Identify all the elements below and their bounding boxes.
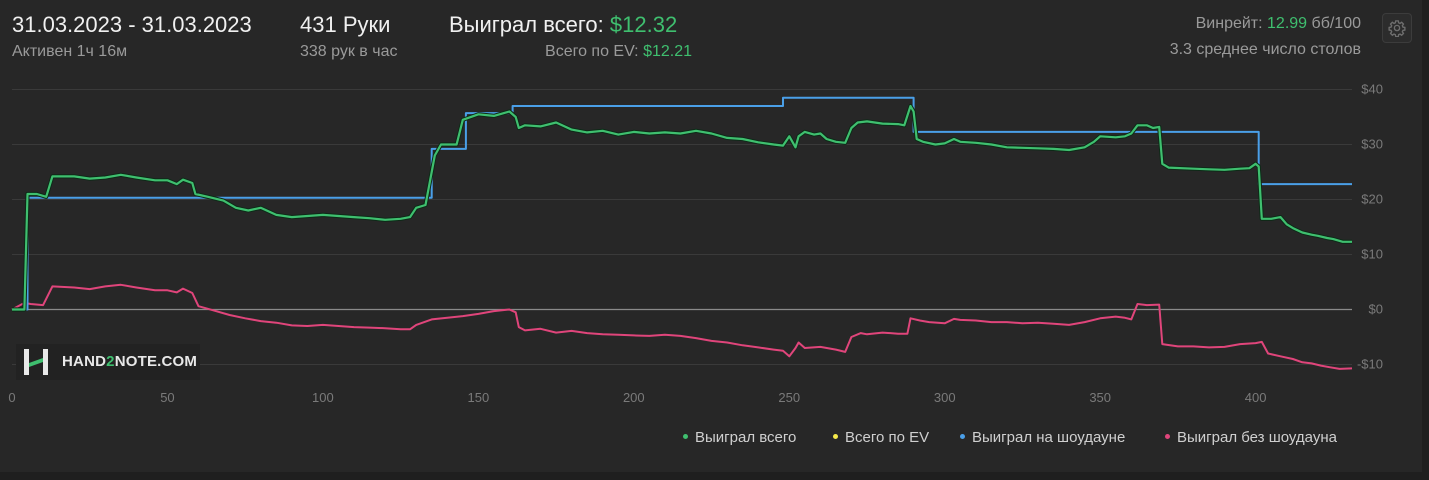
stats-panel xyxy=(0,0,1422,472)
legend-item-won[interactable]: Выиграл всего xyxy=(683,429,796,447)
total-won-value: $12.32 xyxy=(609,12,678,37)
legend-dot xyxy=(833,433,838,439)
winrate-unit: бб/100 xyxy=(1307,15,1361,32)
total-ev: Всего по EV: $12.21 xyxy=(545,43,692,61)
legend-dot xyxy=(1165,433,1170,439)
series-line-won-outline xyxy=(12,103,1352,312)
x-tick-label: 300 xyxy=(934,390,956,405)
total-ev-label: Всего по EV: xyxy=(545,43,644,60)
x-tick-label: 50 xyxy=(160,390,174,405)
total-won-label: Выиграл всего: xyxy=(449,12,610,37)
legend-dot xyxy=(683,433,688,439)
x-tick-label: 400 xyxy=(1245,390,1267,405)
x-tick-label: 250 xyxy=(778,390,800,405)
legend-label: Всего по EV xyxy=(845,429,930,446)
y-tick-label: $20 xyxy=(1361,192,1383,207)
active-time: Активен 1ч 16м xyxy=(12,43,128,60)
hands-count: 431 Руки xyxy=(300,12,391,37)
average-tables: 3.3 среднее число столов xyxy=(1169,41,1361,58)
logo-text: HAND2NOTE.COM xyxy=(62,353,198,370)
winrate-value: 12.99 xyxy=(1267,15,1308,32)
legend-item-showdown[interactable]: Выиграл на шоудауне xyxy=(960,429,1125,447)
total-won: Выиграл всего: $12.32 xyxy=(449,12,677,38)
x-tick-label: 100 xyxy=(312,390,334,405)
total-ev-value: $12.21 xyxy=(643,43,692,60)
y-tick-label: $10 xyxy=(1361,247,1383,262)
x-tick-label: 0 xyxy=(8,390,15,405)
legend-label: Выиграл без шоудауна xyxy=(1177,429,1337,446)
x-tick-label: 150 xyxy=(468,390,490,405)
window-edge xyxy=(1422,0,1429,480)
hand2note-logo: HAND2NOTE.COM xyxy=(16,344,200,380)
winrate-label: Винрейт: xyxy=(1195,15,1268,32)
settings-button[interactable] xyxy=(1382,13,1412,43)
y-tick-label: $40 xyxy=(1361,82,1383,97)
legend-item-ev[interactable]: Всего по EV xyxy=(833,429,929,447)
y-tick-label: $30 xyxy=(1361,137,1383,152)
y-tick-label: -$10 xyxy=(1357,357,1383,372)
date-range: 31.03.2023 - 31.03.2023 xyxy=(12,12,252,37)
legend-item-non-showdown[interactable]: Выиграл без шоудауна xyxy=(1165,429,1337,447)
legend-label: Выиграл на шоудауне xyxy=(972,429,1126,446)
gear-icon xyxy=(1388,20,1406,37)
x-tick-label: 350 xyxy=(1089,390,1111,405)
legend-label: Выиграл всего xyxy=(695,429,797,446)
series-line-won xyxy=(12,104,1352,311)
x-tick-label: 200 xyxy=(623,390,645,405)
legend-dot xyxy=(960,433,965,439)
window-edge-bottom xyxy=(0,472,1429,480)
h-logo-icon xyxy=(24,349,48,375)
series-line-showdown xyxy=(12,96,1352,311)
hands-per-hour: 338 рук в час xyxy=(300,43,398,60)
winrate: Винрейт: 12.99 бб/100 xyxy=(1196,15,1361,33)
profit-chart: $40 $30 $20 $10 $0 -$10 0 50 100 150 200 250 300 350 4… xyxy=(8,82,1383,406)
y-tick-label: $0 xyxy=(1369,302,1383,317)
series-line-non-showdown xyxy=(11,283,1353,370)
